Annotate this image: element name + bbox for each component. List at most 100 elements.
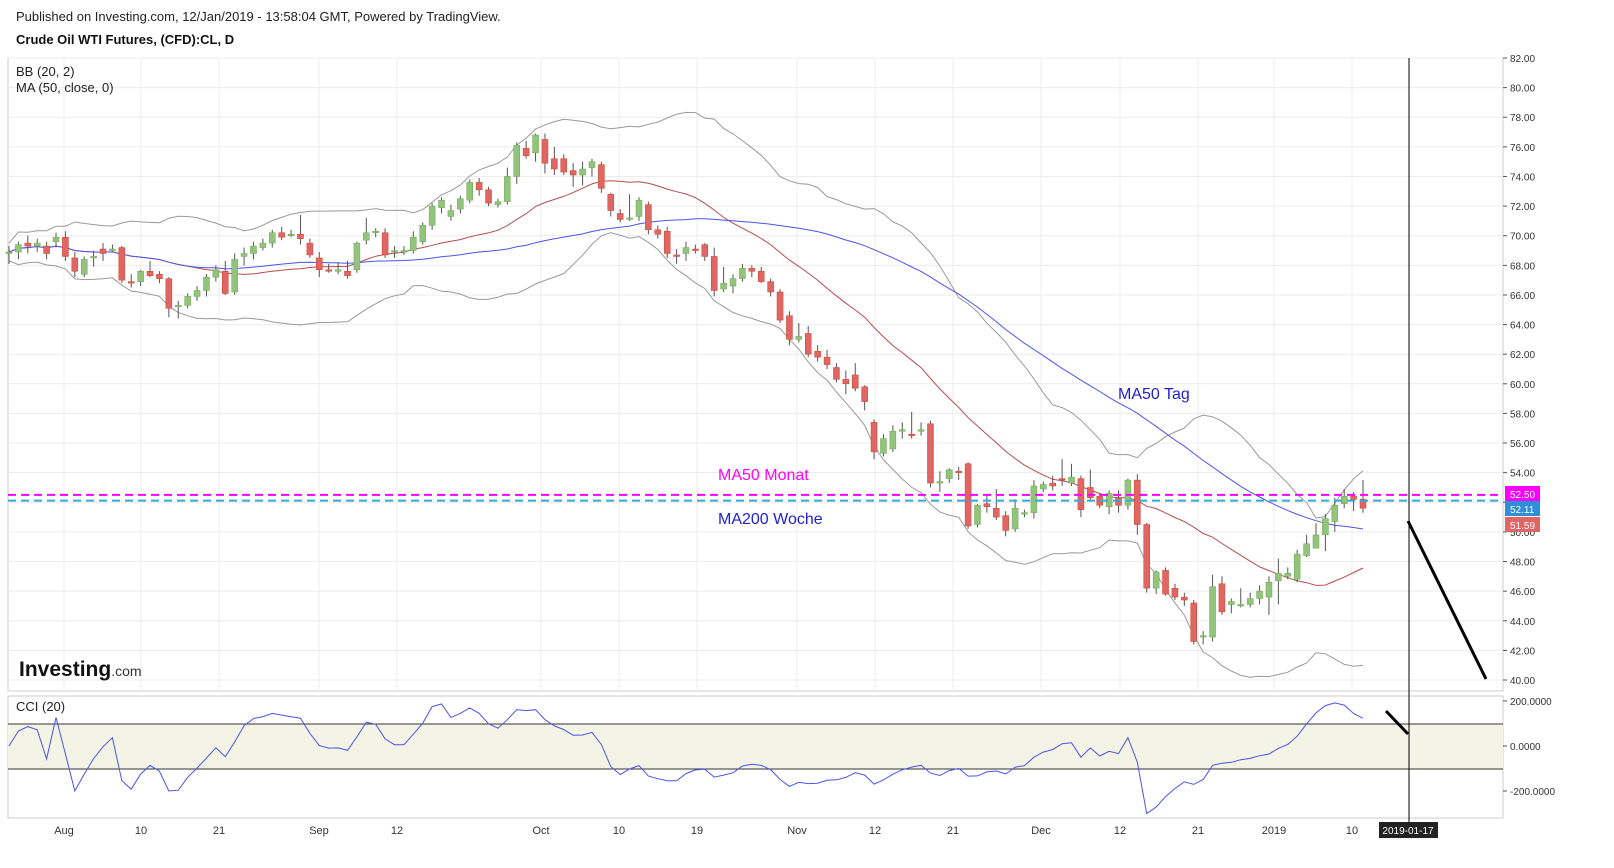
candle-body bbox=[1011, 507, 1019, 530]
time-tick-label: 2019 bbox=[1262, 825, 1286, 837]
cci-band bbox=[8, 724, 1503, 769]
candle-body bbox=[626, 217, 633, 220]
candle-body bbox=[43, 245, 50, 254]
price-tick-label: 64.00 bbox=[1510, 321, 1535, 332]
price-pane bbox=[7, 57, 1504, 692]
candle-body bbox=[522, 148, 530, 156]
time-tick-label: 10 bbox=[135, 825, 147, 837]
candle-body bbox=[616, 213, 624, 220]
candle-body bbox=[654, 229, 662, 235]
time-tick-label: Aug bbox=[54, 825, 74, 837]
candle-body bbox=[1058, 478, 1066, 481]
candle-body bbox=[1002, 515, 1009, 531]
candle-body bbox=[466, 182, 473, 201]
candle-body bbox=[823, 356, 831, 365]
price-tick-label: 82.00 bbox=[1510, 54, 1535, 65]
candle-body bbox=[1209, 586, 1216, 638]
candle-body bbox=[391, 250, 398, 253]
candle-body bbox=[15, 244, 22, 253]
candle-body bbox=[344, 271, 351, 276]
candle-body bbox=[1030, 485, 1038, 513]
date-badge: 2019-01-17 bbox=[1382, 826, 1434, 837]
candle-body bbox=[165, 278, 173, 309]
candle-body bbox=[757, 271, 765, 282]
time-tick-label: Oct bbox=[532, 825, 549, 837]
candle-body bbox=[269, 232, 276, 244]
time-tick-label: Nov bbox=[787, 825, 807, 837]
candle-body bbox=[663, 231, 671, 254]
bb-indicator-label: BB (20, 2) bbox=[16, 64, 75, 79]
candle-body bbox=[569, 170, 577, 176]
candle-body bbox=[814, 350, 821, 358]
candle-body bbox=[222, 271, 229, 294]
candle-body bbox=[927, 423, 934, 484]
price-label: 52.50 bbox=[1510, 490, 1535, 501]
candle-body bbox=[1228, 601, 1235, 605]
time-tick-label: 12 bbox=[869, 825, 881, 837]
candle-body bbox=[118, 247, 126, 281]
price-label-bg bbox=[1505, 486, 1540, 501]
candle-body bbox=[748, 268, 756, 272]
cci-tick-label: 200.0000 bbox=[1510, 697, 1552, 708]
price-tick-label: 48.00 bbox=[1510, 558, 1535, 569]
price-tick-label: 78.00 bbox=[1510, 113, 1535, 124]
candle-body bbox=[175, 305, 182, 308]
candle-body bbox=[682, 247, 690, 254]
candle-body bbox=[1359, 499, 1367, 509]
candle-body bbox=[306, 242, 314, 256]
candle-body bbox=[513, 145, 520, 177]
candle-body bbox=[598, 164, 605, 189]
candle-body bbox=[504, 176, 511, 202]
price-tick-label: 44.00 bbox=[1510, 617, 1535, 628]
candle-body bbox=[936, 481, 944, 484]
candle-body bbox=[5, 251, 13, 254]
candle-body bbox=[363, 232, 370, 241]
price-tick-label: 50.00 bbox=[1510, 528, 1535, 539]
candle-body bbox=[1331, 504, 1339, 522]
candle-body bbox=[156, 273, 163, 279]
candle-body bbox=[250, 245, 257, 254]
candle-body bbox=[240, 253, 248, 257]
candle-body bbox=[532, 134, 539, 154]
price-tick-label: 68.00 bbox=[1510, 261, 1535, 272]
candle-body bbox=[880, 438, 887, 454]
price-label: 52.11 bbox=[1510, 505, 1535, 516]
candle-body bbox=[457, 198, 464, 210]
candle-body bbox=[203, 276, 210, 291]
candle-body bbox=[231, 259, 238, 293]
candle-body bbox=[1340, 496, 1348, 505]
candle-body bbox=[146, 271, 154, 276]
time-tick-label: 21 bbox=[947, 825, 959, 837]
candle-body bbox=[1124, 479, 1132, 506]
candle-body bbox=[1293, 553, 1301, 580]
candle-body bbox=[184, 296, 191, 306]
time-tick-label: Sep bbox=[309, 825, 329, 837]
price-tick-label: 40.00 bbox=[1510, 676, 1535, 687]
candle-body bbox=[645, 204, 652, 231]
time-axis: Aug 10 21 Sep 12 Oct 10 19 Nov 12 21 Dec 12 21 2019 10 bbox=[54, 825, 1358, 837]
price-tick-label: 80.00 bbox=[1510, 84, 1535, 95]
candle-body bbox=[804, 333, 812, 355]
candle-body bbox=[71, 257, 79, 272]
candle-body bbox=[861, 386, 868, 402]
candle-body bbox=[551, 158, 558, 170]
candle-body bbox=[353, 242, 361, 271]
candle-body bbox=[776, 291, 784, 321]
candle-body bbox=[673, 254, 680, 257]
price-tick-label: 46.00 bbox=[1510, 587, 1535, 598]
candle-body bbox=[381, 232, 389, 256]
candle-body bbox=[419, 225, 426, 242]
candle-body bbox=[1350, 496, 1357, 500]
candle-body bbox=[52, 236, 60, 242]
candle-body bbox=[635, 199, 643, 217]
price-tick-label: 74.00 bbox=[1510, 172, 1535, 183]
candle-body bbox=[889, 430, 897, 450]
candle-body bbox=[946, 469, 953, 479]
candle-body bbox=[983, 503, 991, 507]
candle-body bbox=[541, 139, 549, 164]
candle-body bbox=[438, 199, 445, 208]
annotation-ma200-week: MA200 Woche bbox=[718, 511, 823, 528]
candle-body bbox=[701, 244, 709, 257]
cci-indicator-label: CCI (20) bbox=[16, 699, 65, 714]
